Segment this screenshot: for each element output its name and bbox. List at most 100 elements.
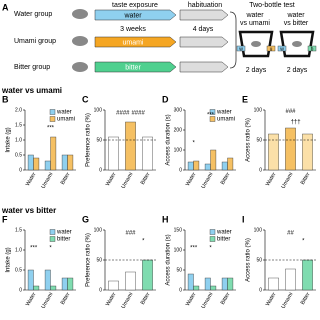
bar	[67, 277, 74, 291]
exposure-label: umami	[122, 39, 143, 46]
y-tick-label: 0	[179, 287, 182, 293]
significance-mark: ####	[116, 111, 130, 117]
y-tick-label: 150	[174, 227, 183, 233]
bottle-label: w	[280, 46, 284, 52]
bar	[193, 160, 200, 171]
exposure-arrow	[94, 36, 177, 48]
bar	[125, 121, 136, 171]
significance-mark: ***	[30, 246, 38, 252]
section-heading: water vs bitter	[1, 206, 56, 215]
bar	[50, 136, 57, 171]
bar	[44, 269, 51, 291]
significance-mark: ***	[190, 246, 198, 252]
bar	[33, 157, 40, 171]
y-axis-label: Intake (g)	[6, 247, 12, 272]
group-label: Umami group	[14, 38, 56, 45]
group-label: Water group	[14, 11, 52, 18]
y-tick-label: 50	[96, 137, 102, 143]
y-tick-label: 2.0	[15, 107, 22, 113]
bar	[210, 149, 217, 171]
y-tick-label: 1.5	[15, 122, 22, 128]
y-tick-label: 50	[256, 257, 262, 263]
significance-mark: ###	[285, 109, 296, 115]
x-tick-label: Umami	[281, 172, 295, 190]
legend-label: bitter	[57, 237, 70, 243]
y-tick-label: 100	[174, 247, 183, 253]
x-tick-label: Bitter	[220, 292, 232, 306]
bar	[27, 269, 34, 291]
bar	[61, 277, 68, 291]
legend-swatch	[49, 116, 56, 122]
bar	[44, 160, 51, 171]
brace	[229, 11, 237, 69]
panel-letter: A	[2, 2, 9, 12]
x-tick-label: Umami	[281, 292, 295, 310]
bottle	[266, 45, 276, 52]
y-tick-label: 100	[174, 147, 183, 153]
y-tick-label: 0	[19, 287, 22, 293]
legend-swatch	[209, 236, 216, 242]
y-tick-label: 0.5	[15, 267, 22, 273]
y-tick-label: 50	[176, 267, 182, 273]
y-axis-label: Access ratio (%)	[246, 118, 252, 162]
significance-mark: *	[49, 246, 52, 252]
bar	[302, 259, 313, 291]
y-tick-label: 300	[174, 107, 183, 113]
bar	[227, 277, 234, 291]
panel-letter: B	[2, 94, 9, 104]
x-tick-label: Water	[185, 292, 198, 308]
bottle	[307, 45, 317, 52]
test-label: vs umami	[240, 20, 270, 27]
bar	[33, 285, 40, 291]
phase-label: habituation	[188, 2, 222, 9]
legend-label: water	[216, 110, 232, 116]
significance-mark: *	[209, 246, 212, 252]
significance-mark: ####	[131, 111, 145, 117]
x-tick-label: Bitter	[300, 172, 312, 186]
x-tick-label: Water	[185, 172, 198, 188]
exposure-arrow	[94, 61, 177, 73]
x-tick-label: Water	[25, 172, 38, 188]
y-tick-label: 100	[94, 107, 103, 113]
bar	[221, 277, 228, 291]
y-tick-label: 0	[259, 167, 262, 173]
y-axis-label: Access ratio (%)	[246, 238, 252, 282]
significance-mark: *	[192, 141, 195, 147]
bar	[193, 285, 200, 291]
y-axis-label: Access duration (s)	[166, 114, 172, 165]
bar	[67, 154, 74, 171]
x-tick-label: Bitter	[60, 172, 72, 186]
y-axis-label: Access duration (s)	[166, 234, 172, 285]
legend-swatch	[209, 109, 216, 115]
panel-letter: D	[162, 94, 169, 104]
significance-mark: †††	[291, 120, 301, 126]
bar	[27, 154, 34, 171]
bar	[187, 273, 194, 291]
bar	[268, 277, 279, 291]
bar	[125, 271, 136, 291]
bar	[285, 268, 296, 291]
panel-letter: E	[242, 94, 248, 104]
habituation-arrows	[179, 9, 229, 73]
x-tick-label: Umami	[41, 292, 55, 310]
exposure-label: water	[123, 12, 142, 19]
legend-swatch	[209, 229, 216, 235]
significance-mark: *	[302, 238, 305, 244]
y-tick-label: 0	[99, 287, 102, 293]
panel-letter: G	[82, 214, 89, 224]
legend-label: water	[56, 230, 72, 236]
y-tick-label: 1.0	[15, 247, 22, 253]
y-tick-label: 100	[94, 227, 103, 233]
y-tick-label: 50	[256, 137, 262, 143]
mouse-icon	[251, 41, 261, 47]
mouse-icons	[72, 9, 88, 72]
mouse-icon	[292, 41, 302, 47]
x-tick-label: Umami	[201, 292, 215, 310]
test-label: water	[286, 12, 305, 19]
x-tick-label: Bitter	[140, 172, 152, 186]
x-tick-label: Water	[105, 292, 118, 308]
panel-letter: I	[242, 214, 245, 224]
y-axis-label: Preference ratio (%)	[86, 233, 92, 287]
